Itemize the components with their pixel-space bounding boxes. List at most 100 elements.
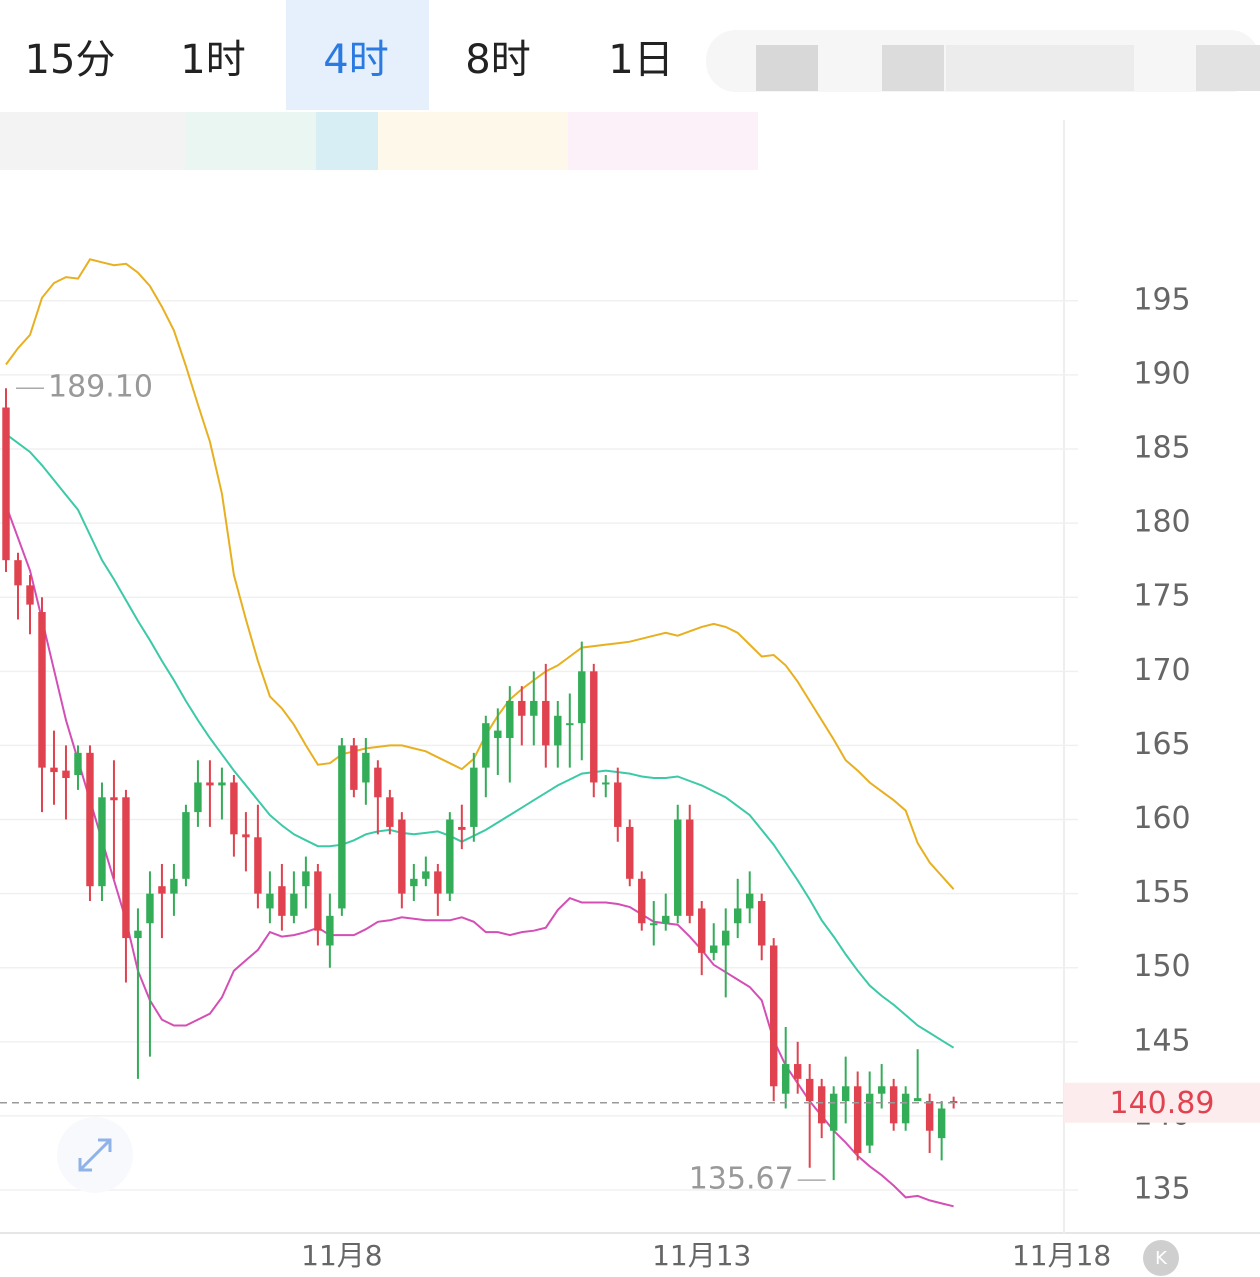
- band-line: [5, 258, 955, 890]
- candle-body: [626, 826, 634, 879]
- blur: [378, 112, 568, 170]
- candle-body: [386, 797, 394, 827]
- candle-body: [266, 893, 274, 909]
- k-bg[interactable]: [1143, 1240, 1179, 1276]
- candle-body: [446, 819, 454, 894]
- candle-body: [590, 671, 598, 783]
- blur: [316, 112, 378, 170]
- candle-body: [458, 826, 466, 830]
- candle-body: [614, 782, 622, 827]
- x-tick-label: 11月13: [652, 1239, 751, 1272]
- candle-body: [542, 700, 550, 746]
- candle-body: [805, 1078, 814, 1102]
- expand-icon[interactable]: [78, 1138, 112, 1172]
- candle-body: [434, 871, 442, 894]
- blur: [186, 112, 316, 170]
- k-button[interactable]: K: [1143, 1240, 1179, 1276]
- candle-body: [158, 886, 166, 894]
- candle-body: [602, 782, 610, 785]
- candle-body: [14, 560, 22, 586]
- min-label: 135.67: [689, 1162, 794, 1197]
- blur: [882, 45, 944, 91]
- candle-body: [122, 797, 130, 939]
- candle-body: [38, 612, 46, 768]
- candle-body: [841, 1086, 850, 1102]
- candle-body: [470, 767, 478, 827]
- candle-body: [146, 893, 154, 924]
- y-tick-label: 180: [1133, 505, 1190, 540]
- tab[interactable]: 8时: [465, 37, 530, 83]
- expand-button[interactable]: [57, 1117, 133, 1193]
- chart: 1351401451501551601651701751801851901951…: [0, 120, 1260, 1272]
- candle-body: [302, 871, 310, 887]
- candle-body: [781, 1064, 790, 1094]
- y-tick-label: 170: [1133, 653, 1190, 688]
- y-tick-label: 185: [1133, 431, 1190, 466]
- candle-body: [218, 782, 226, 786]
- blurred-area: [0, 30, 1260, 170]
- blur: [1196, 45, 1260, 91]
- candle-body: [722, 930, 730, 946]
- candle-body: [865, 1093, 874, 1146]
- candle-body: [206, 782, 214, 786]
- band-line: [5, 433, 955, 1049]
- y-tick-label: 160: [1133, 801, 1190, 836]
- candle-body: [62, 770, 70, 779]
- tab[interactable]: 15分: [25, 37, 116, 83]
- tab[interactable]: 1时: [180, 37, 245, 83]
- candle-body: [638, 878, 646, 924]
- candle-body: [74, 752, 82, 776]
- candle-body: [314, 871, 322, 931]
- y-tick-label: 155: [1133, 875, 1190, 910]
- candle-body: [698, 908, 706, 953]
- k-icon[interactable]: K: [1155, 1248, 1168, 1269]
- candle-body: [326, 915, 334, 946]
- candle-body: [278, 886, 286, 916]
- y-tick-label: 135: [1133, 1172, 1190, 1207]
- candle-body: [554, 715, 562, 746]
- candle-body: [674, 819, 682, 916]
- candle-body: [877, 1086, 886, 1094]
- candle-body: [518, 700, 526, 716]
- max-label: 189.10: [48, 370, 153, 405]
- candle-body: [793, 1064, 802, 1079]
- candle-body: [374, 767, 382, 798]
- y-tick-label: 145: [1133, 1023, 1190, 1058]
- candle-body: [829, 1093, 838, 1131]
- candle-body: [170, 878, 178, 894]
- candle-body: [350, 745, 358, 790]
- candle-body: [530, 700, 538, 716]
- candle-body: [134, 930, 142, 939]
- candle-body: [734, 908, 742, 924]
- candle-body: [110, 797, 118, 801]
- tab[interactable]: 4时: [323, 37, 388, 83]
- price-tag: [1064, 1082, 1260, 1123]
- candle-body: [769, 945, 778, 1087]
- y-tick-label: 175: [1133, 579, 1190, 614]
- blur: [568, 112, 758, 170]
- tab[interactable]: 1日: [608, 37, 673, 83]
- candle-body: [290, 893, 298, 916]
- candle-body: [937, 1108, 946, 1139]
- candle-body: [2, 407, 10, 561]
- x-tick-label: 11月18: [1012, 1239, 1111, 1272]
- y-tick-label: 190: [1133, 356, 1190, 391]
- candle-body: [901, 1093, 910, 1124]
- y-tick-label: 165: [1133, 727, 1190, 762]
- tabs: 15分 1时 4时 8时 1日: [25, 37, 674, 83]
- blur: [0, 112, 186, 170]
- candle-body: [230, 782, 238, 835]
- blur: [946, 45, 1134, 91]
- candle-body: [182, 812, 190, 879]
- x-tick-label: 11月8: [301, 1239, 382, 1272]
- candle-body: [745, 893, 754, 909]
- candle-body: [26, 585, 34, 605]
- candle-body: [566, 723, 574, 726]
- candle-body: [98, 797, 106, 887]
- candle-body: [242, 834, 250, 838]
- candle-body: [817, 1086, 826, 1124]
- price-tag-label: 140.89: [1110, 1086, 1215, 1121]
- candle-body: [482, 723, 490, 768]
